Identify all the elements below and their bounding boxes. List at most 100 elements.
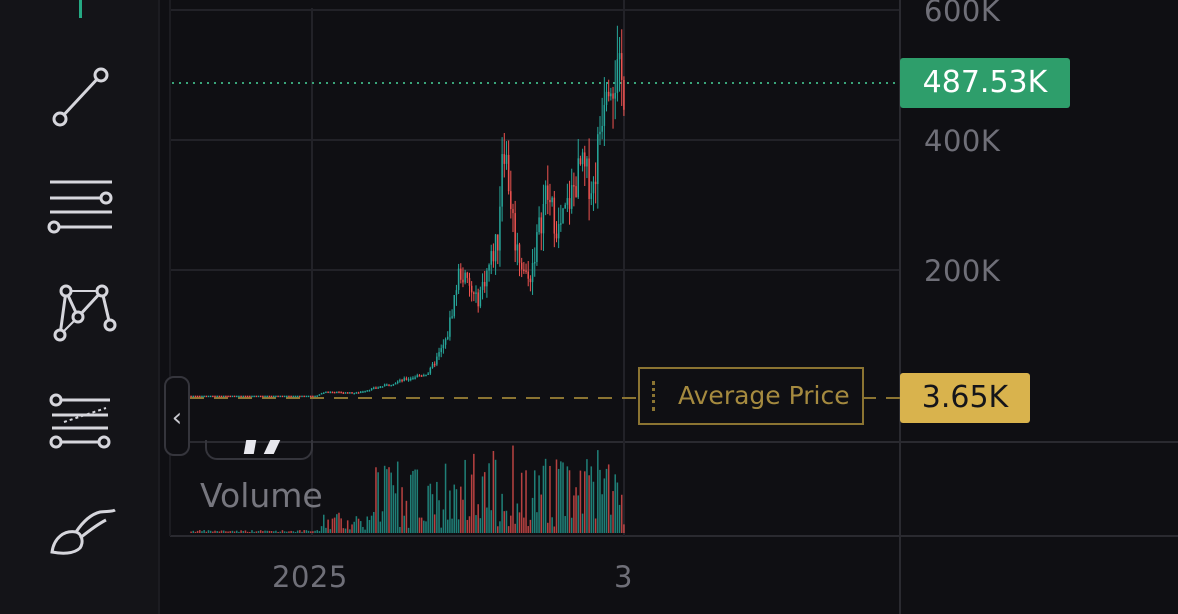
candle-body [607,91,610,97]
volume-bar [597,450,599,533]
brush-tool[interactable] [40,494,120,574]
candle-body [418,375,421,377]
volume-bar [199,530,201,533]
volume-bar [499,521,501,533]
candle-body [549,199,551,203]
volume-bar [240,530,242,533]
volume-bar [433,514,436,533]
volume-bar [420,517,423,533]
volume-bar [355,516,358,533]
volume-bar [451,518,453,533]
volume-bar [194,531,197,533]
volume-bar [423,520,425,533]
candle-body [375,387,377,389]
average-price-label: Average Price [678,381,850,410]
candle-body [236,395,238,398]
volume-bar [379,521,382,533]
volume-bar [564,516,566,533]
candle-body [325,391,327,394]
horizontal-lines-tool[interactable] [40,168,120,248]
candle-body [309,395,312,398]
volume-bar [568,470,571,533]
candle-body [588,158,590,199]
candle-body [242,395,245,398]
volume-bar [388,467,390,533]
volume-bar [446,519,449,533]
volume-bar [257,530,260,533]
candle-body [366,390,369,392]
candle-body [225,395,227,398]
volume-bar [320,526,323,533]
volume-bar [312,531,314,533]
volume-bar [359,521,362,533]
volume-bar [579,470,582,533]
volume-bar [418,517,421,533]
candle-body [538,217,540,233]
volume-bar [505,510,508,533]
volume-bar [301,531,303,533]
volume-bar [494,459,497,533]
trend-line-tool[interactable] [40,56,120,136]
candle-body [483,282,486,287]
candle-body [251,395,253,398]
candle-body [344,392,347,394]
volume-series [190,445,625,533]
volume-bar [473,453,475,533]
volume-bar [196,530,199,533]
volume-bar [375,467,377,533]
candle-body [586,158,588,167]
candle-body [590,193,593,199]
drag-handle-icon[interactable] [652,381,659,411]
volume-bar [286,531,288,533]
volume-bar [592,481,595,533]
candle-body [362,391,364,393]
collapse-toolbar-button[interactable]: ‹ [164,376,190,456]
candle-body [407,379,410,381]
volume-bar [512,445,514,533]
candle-body [414,377,416,379]
volume-bar [251,530,253,533]
candle-body [560,223,562,225]
candle-body [542,203,545,234]
candle-body [468,277,471,286]
candle-body [425,374,427,377]
volume-bar [268,530,271,533]
volume-bar [244,530,247,533]
volume-bar [490,510,492,533]
volume-bar [590,466,593,533]
volume-bar [303,530,305,533]
candle-body [597,134,599,185]
candle-body [503,154,506,164]
volume-bar [259,530,262,533]
pattern-tool[interactable] [40,273,120,353]
candle-body [442,344,445,349]
candle-body [525,270,527,272]
candle-body [396,381,399,384]
candle-body [316,395,318,397]
volume-bar [242,531,245,533]
price-chart[interactable]: 600K 400K 200K 2025 3 487.53K Average Pr… [160,0,1178,614]
volume-bar [427,485,429,533]
volume-bar [279,531,282,533]
candle-body [601,125,603,132]
volume-bar [547,522,549,533]
candle-body [281,395,284,398]
candle-body [246,395,249,398]
average-price-label-box[interactable]: Average Price [638,367,864,425]
candle-body [494,234,497,262]
xabcd-pattern-icon [53,284,117,342]
brush-icon [50,508,116,555]
drawing-toolbar [0,0,160,614]
fib-retracement-tool[interactable] [40,382,120,462]
candle-body [575,186,577,198]
candle-body [618,53,621,60]
candle-body [573,185,575,187]
candle-body [431,363,434,368]
candle-body [351,392,353,394]
volume-bar [501,493,503,533]
volume-bar [581,513,584,533]
volume-bar [233,531,236,533]
volume-bar [573,495,575,533]
chart-canvas[interactable] [160,0,1178,614]
volume-bar [340,518,342,533]
